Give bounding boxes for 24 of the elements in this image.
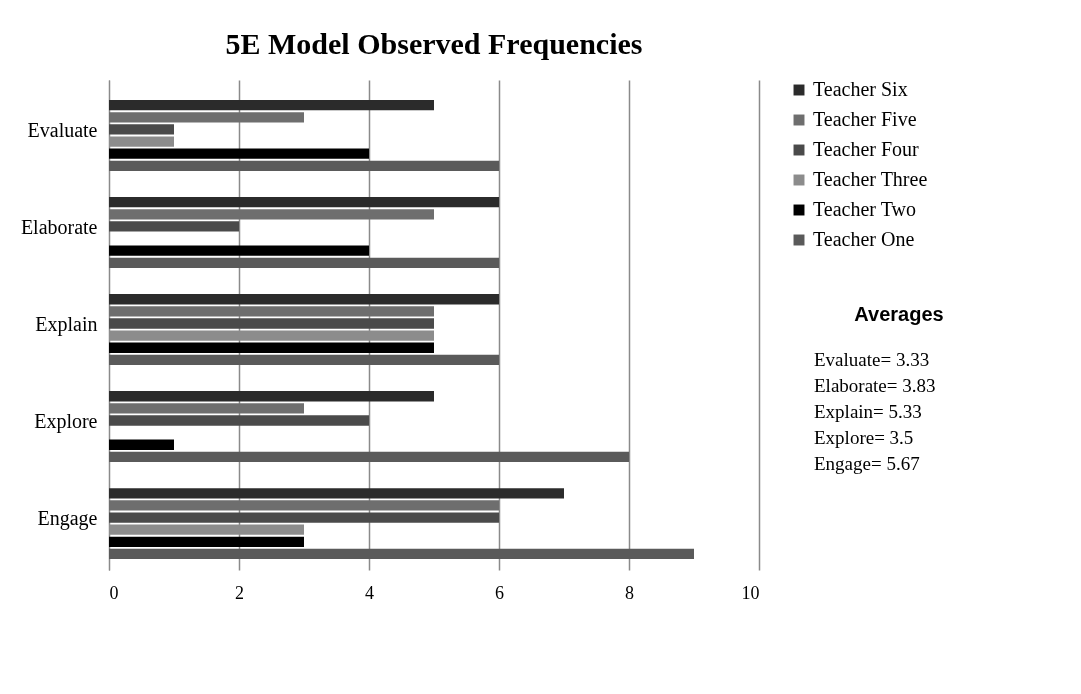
x-tick-label: 0 (109, 582, 119, 603)
text: Engage= 5.67 (814, 453, 920, 474)
text: Explore= 3.5 (814, 427, 914, 448)
x-tick-label: 6 (495, 582, 504, 603)
x-tick-label: 2 (235, 582, 244, 603)
text: Averages (854, 303, 944, 325)
legend-label: Teacher Two (813, 198, 916, 220)
legend-label: Teacher One (813, 228, 915, 250)
y-tick-label: Evaluate (27, 118, 98, 141)
legend-label: Teacher Five (813, 108, 917, 130)
y-tick-label: Engage (37, 507, 98, 531)
chart-title: 5E Model Observed Frequencies (225, 27, 643, 60)
text: Explain= 5.33 (814, 401, 922, 422)
text: Evaluate= 3.33 (814, 349, 930, 370)
y-tick-label: Explain (35, 313, 98, 336)
y-tick-label: Elaborate (20, 215, 98, 238)
legend-label: Teacher Four (813, 138, 920, 160)
x-tick-label: 8 (625, 582, 634, 603)
x-tick-label: 10 (741, 582, 760, 603)
legend-label: Teacher Three (813, 168, 928, 190)
legend-label: Teacher Six (813, 78, 908, 100)
y-tick-label: Explore (34, 410, 98, 434)
x-tick-label: 4 (365, 582, 374, 603)
text: Elaborate= 3.83 (814, 375, 936, 396)
